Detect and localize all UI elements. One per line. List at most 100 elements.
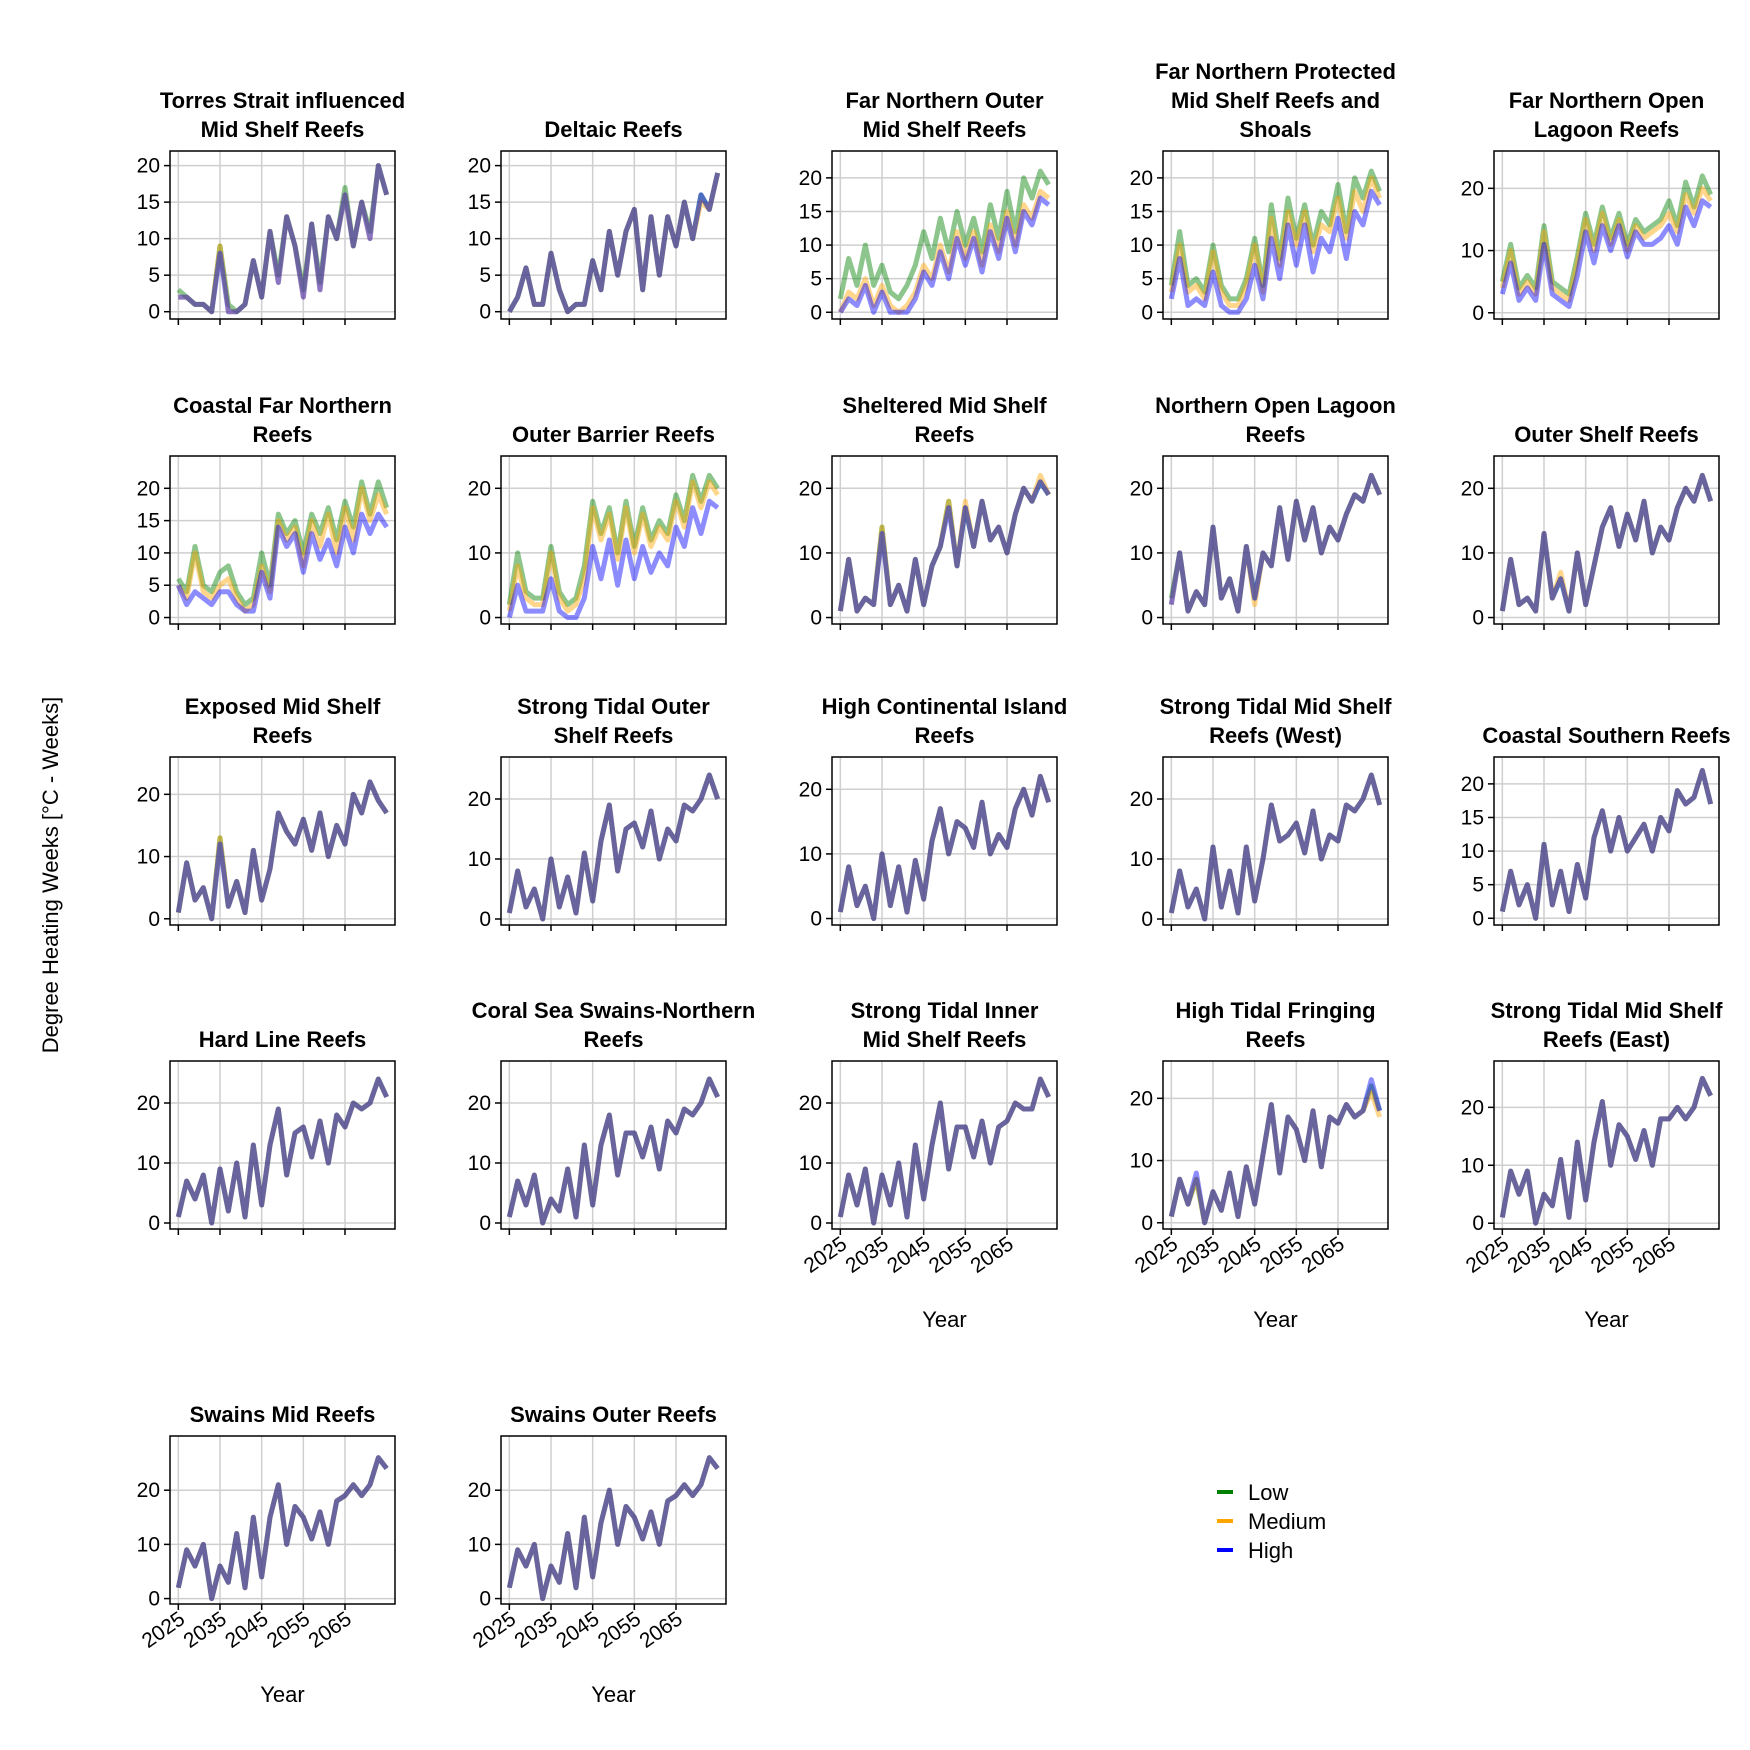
legend-label: High — [1248, 1538, 1293, 1563]
series-line — [1499, 767, 1714, 921]
subplot-title: Outer Barrier Reefs — [512, 422, 715, 447]
series-line — [1168, 1077, 1383, 1226]
y-tick-label: 20 — [1130, 167, 1153, 190]
y-tick-label: 20 — [468, 477, 491, 500]
series-line — [1168, 188, 1382, 315]
y-tick-label: 20 — [468, 155, 491, 178]
axes-frame — [1162, 1060, 1389, 1230]
subplot: Far Northern Protected Mid Shelf Reefs an… — [1130, 59, 1396, 325]
subplot: Sheltered Mid Shelf Reefs 0 10 20 — [799, 393, 1058, 630]
x-tick-label: 2045 — [1545, 1232, 1596, 1278]
y-tick-label: 20 — [137, 155, 160, 178]
subplot: Strong Tidal Mid Shelf Reefs (West) 0 10 20 — [1130, 694, 1392, 931]
plot-area — [837, 472, 1051, 614]
y-tick-label: 20 — [137, 783, 160, 806]
plot-area — [1168, 772, 1383, 922]
series-line — [506, 1076, 720, 1226]
legend: Low Medium High — [1217, 1480, 1326, 1563]
subplot-title: Mid Shelf Reefs and — [1171, 88, 1380, 113]
y-tick-label: 5 — [1472, 874, 1484, 897]
subplot-title: Sheltered Mid Shelf — [842, 393, 1047, 418]
x-tick-label: 2035 — [179, 1607, 230, 1653]
series-line — [1168, 772, 1383, 922]
series-line — [507, 172, 721, 315]
y-tick-label: 20 — [1461, 477, 1484, 500]
axes-frame — [831, 1060, 1058, 1230]
subplot-title: Reefs — [915, 422, 975, 447]
x-tick-label: 2055 — [594, 1607, 645, 1653]
axes-frame — [169, 150, 396, 320]
y-tick-label: 20 — [468, 1479, 491, 1502]
y-tick-label: 10 — [137, 846, 160, 869]
series-line — [837, 773, 1052, 922]
y-tick-label: 0 — [1472, 1212, 1484, 1235]
y-tick-label: 10 — [468, 228, 491, 251]
subplot-title: Reefs — [253, 422, 313, 447]
plot-area — [837, 168, 1051, 315]
series-line — [506, 479, 720, 614]
legend-label: Low — [1248, 1480, 1288, 1505]
y-tick-label: 0 — [148, 1588, 160, 1611]
subplot-title: Far Northern Open — [1509, 88, 1705, 113]
subplot-title: High Tidal Fringing — [1175, 998, 1375, 1023]
subplot-title: Lagoon Reefs — [1534, 117, 1679, 142]
x-tick-label: 2065 — [966, 1232, 1017, 1278]
series-line — [175, 1076, 389, 1226]
series-line — [175, 779, 389, 922]
subplot-title: Deltaic Reefs — [544, 117, 682, 142]
y-tick-label: 10 — [1130, 234, 1153, 257]
plot-area — [1499, 173, 1713, 310]
y-tick-label: 20 — [799, 778, 822, 801]
subplot: Far Northern Open Lagoon Reefs 0 10 20 — [1461, 88, 1720, 325]
series-line — [506, 1076, 720, 1226]
series-line — [506, 498, 720, 621]
series-line — [1499, 185, 1713, 303]
plot-area — [507, 172, 721, 315]
y-tick-label: 0 — [148, 1212, 160, 1235]
y-tick-label: 15 — [137, 510, 160, 533]
subplot: Exposed Mid Shelf Reefs 0 10 20 — [137, 694, 396, 931]
x-tick-label: 2035 — [1172, 1232, 1223, 1278]
y-tick-label: 20 — [468, 1092, 491, 1115]
y-tick-label: 10 — [799, 843, 822, 866]
y-tick-label: 10 — [1461, 1154, 1484, 1177]
y-tick-label: 15 — [799, 200, 822, 223]
plot-area — [1168, 472, 1382, 614]
subplot: Swains Outer Reefs 0 10 20 20252035204520552… — [468, 1402, 727, 1707]
subplot: Northern Open Lagoon Reefs 0 10 20 — [1130, 393, 1396, 630]
y-axis-label: Degree Heating Weeks [°C - Weeks] — [38, 697, 63, 1053]
series-line — [178, 163, 390, 315]
series-line — [1168, 472, 1382, 614]
series-line — [1499, 767, 1714, 921]
series-line — [175, 1076, 389, 1226]
plot-area — [175, 1455, 389, 1602]
subplot: Far Northern Outer Mid Shelf Reefs 0 5 10 15 2… — [799, 88, 1058, 325]
x-tick-label: 2035 — [510, 1607, 561, 1653]
y-tick-label: 0 — [1472, 607, 1484, 630]
subplot-title: Mid Shelf Reefs — [863, 1027, 1027, 1052]
series-line — [837, 472, 1051, 614]
x-tick-label: 2055 — [263, 1607, 314, 1653]
subplot-title: Reefs — [1246, 1027, 1306, 1052]
subplot: Strong Tidal Outer Shelf Reefs 0 10 20 — [468, 694, 727, 931]
series-line — [506, 772, 721, 922]
subplot-title: Strong Tidal Outer — [517, 694, 710, 719]
series-line — [1499, 198, 1713, 310]
y-tick-label: 0 — [1141, 1212, 1153, 1235]
plot-area — [1499, 472, 1714, 614]
x-axis-label: Year — [1584, 1307, 1628, 1332]
subplot-title: Torres Strait influenced — [160, 88, 405, 113]
axes-frame — [831, 150, 1058, 320]
y-tick-label: 0 — [479, 1588, 491, 1611]
series-line — [175, 1455, 389, 1602]
subplot: Swains Mid Reefs 0 10 20 2025203520452055206… — [137, 1402, 396, 1707]
axes-frame — [1493, 455, 1720, 625]
plot-area — [175, 1076, 389, 1226]
subplot-title: Swains Mid Reefs — [190, 1402, 376, 1427]
y-tick-label: 0 — [148, 908, 160, 931]
series-line — [1168, 175, 1382, 309]
series-line — [176, 485, 389, 614]
series-line — [1499, 173, 1713, 297]
